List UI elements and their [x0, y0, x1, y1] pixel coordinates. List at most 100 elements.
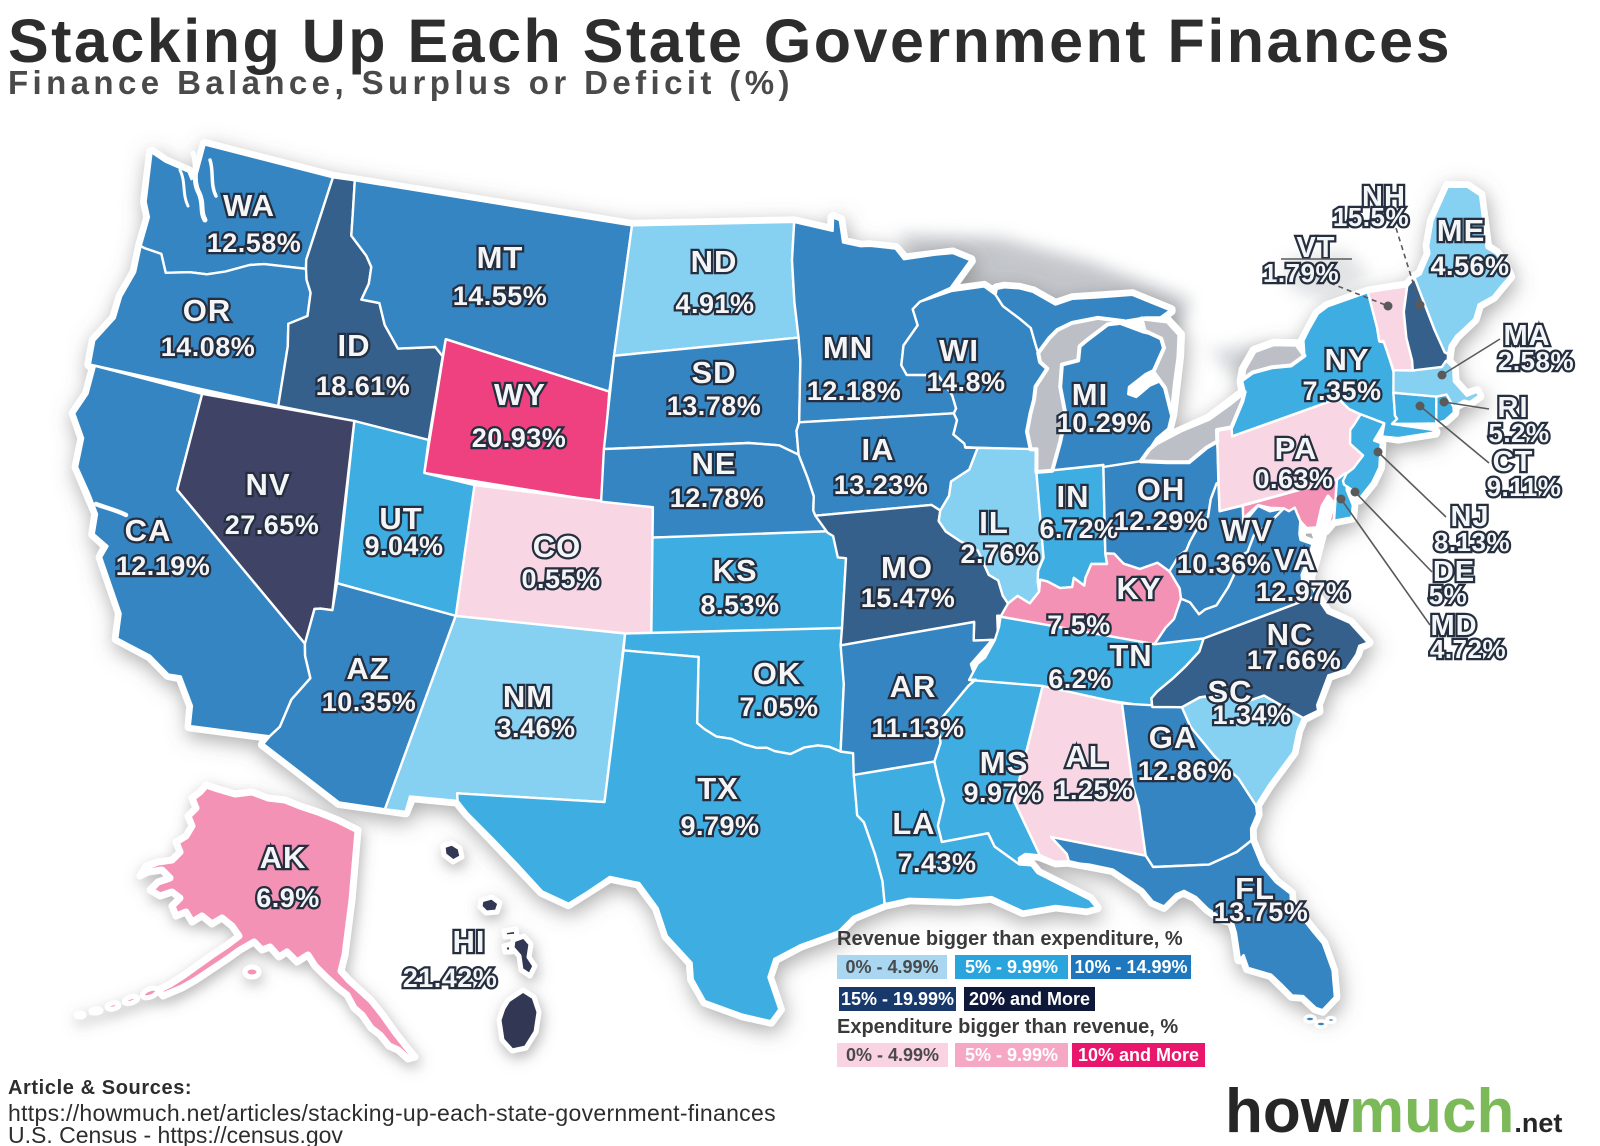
- svg-text:7.05%: 7.05%: [739, 692, 818, 722]
- svg-text:2.58%: 2.58%: [1498, 346, 1574, 376]
- svg-text:14.08%: 14.08%: [161, 332, 256, 362]
- svg-text:MA: MA: [1503, 320, 1550, 352]
- svg-text:13.23%: 13.23%: [834, 470, 929, 500]
- svg-text:MT: MT: [477, 240, 524, 275]
- svg-text:20% and More: 20% and More: [969, 989, 1090, 1009]
- svg-text:5%: 5%: [1429, 580, 1468, 610]
- svg-text:6.9%: 6.9%: [256, 883, 320, 913]
- svg-text:10% - 14.99%: 10% - 14.99%: [1074, 957, 1187, 977]
- svg-text:CT: CT: [1493, 446, 1534, 478]
- svg-text:9.04%: 9.04%: [364, 531, 443, 561]
- svg-text:4.72%: 4.72%: [1430, 634, 1506, 664]
- svg-text:20.93%: 20.93%: [472, 423, 567, 453]
- svg-text:NE: NE: [691, 446, 736, 481]
- svg-text:FL: FL: [1235, 871, 1275, 906]
- svg-text:AL: AL: [1065, 739, 1108, 774]
- svg-text:HI: HI: [453, 924, 486, 959]
- svg-text:DE: DE: [1433, 556, 1475, 588]
- svg-text:SC: SC: [1207, 674, 1252, 709]
- svg-text:10.29%: 10.29%: [1057, 408, 1152, 438]
- svg-text:13.75%: 13.75%: [1214, 897, 1309, 927]
- svg-text:OH: OH: [1137, 472, 1186, 507]
- svg-text:NC: NC: [1267, 617, 1314, 652]
- svg-text:1.34%: 1.34%: [1212, 700, 1291, 730]
- svg-text:12.29%: 12.29%: [1114, 506, 1209, 536]
- svg-text:NH: NH: [1362, 181, 1406, 213]
- svg-text:15% - 19.99%: 15% - 19.99%: [841, 989, 954, 1009]
- svg-text:AK: AK: [260, 840, 307, 875]
- svg-text:NM: NM: [503, 679, 553, 714]
- svg-text:14.55%: 14.55%: [453, 281, 548, 311]
- svg-text:IN: IN: [1057, 479, 1090, 514]
- svg-text:12.78%: 12.78%: [670, 483, 765, 513]
- svg-text:11.13%: 11.13%: [871, 713, 964, 743]
- svg-text:KY: KY: [1116, 571, 1161, 606]
- svg-text:ME: ME: [1437, 213, 1486, 248]
- svg-text:WY: WY: [494, 377, 546, 412]
- svg-text:LA: LA: [892, 806, 935, 841]
- svg-text:0.55%: 0.55%: [521, 564, 600, 594]
- svg-text:KS: KS: [712, 553, 757, 588]
- svg-text:UT: UT: [379, 501, 422, 536]
- svg-text:12.18%: 12.18%: [807, 376, 902, 406]
- svg-text:9.97%: 9.97%: [963, 778, 1042, 808]
- svg-text:AR: AR: [890, 669, 937, 704]
- svg-text:PA: PA: [1275, 431, 1318, 466]
- svg-text:OK: OK: [753, 656, 802, 691]
- svg-text:13.78%: 13.78%: [667, 391, 762, 421]
- svg-text:9.79%: 9.79%: [680, 811, 759, 841]
- svg-text:9.11%: 9.11%: [1487, 472, 1562, 502]
- svg-text:15.47%: 15.47%: [861, 583, 956, 613]
- svg-text:NV: NV: [245, 467, 290, 502]
- svg-text:0% - 4.99%: 0% - 4.99%: [846, 1045, 939, 1065]
- svg-text:MO: MO: [881, 550, 933, 585]
- svg-text:MN: MN: [823, 330, 873, 365]
- svg-text:6.2%: 6.2%: [1048, 664, 1112, 694]
- svg-text:7.35%: 7.35%: [1302, 376, 1381, 406]
- svg-text:12.58%: 12.58%: [207, 228, 302, 258]
- svg-text:1.79%: 1.79%: [1263, 258, 1339, 288]
- svg-text:5% - 9.99%: 5% - 9.99%: [965, 957, 1058, 977]
- svg-text:21.42%: 21.42%: [403, 963, 498, 993]
- svg-text:VA: VA: [1274, 542, 1317, 577]
- svg-text:8.53%: 8.53%: [700, 590, 779, 620]
- svg-text:NJ: NJ: [1450, 501, 1489, 533]
- svg-text:MD: MD: [1430, 610, 1477, 642]
- svg-text:ID: ID: [338, 328, 371, 363]
- svg-text:12.86%: 12.86%: [1138, 756, 1233, 786]
- svg-text:4.56%: 4.56%: [1430, 251, 1509, 281]
- svg-text:WV: WV: [1221, 513, 1273, 548]
- svg-text:7.43%: 7.43%: [897, 848, 976, 878]
- svg-text:WA: WA: [223, 188, 275, 223]
- svg-text:MI: MI: [1072, 377, 1108, 412]
- svg-text:0.63%: 0.63%: [1254, 464, 1333, 494]
- svg-text:RI: RI: [1498, 392, 1529, 424]
- svg-text:10% and More: 10% and More: [1078, 1045, 1199, 1065]
- svg-text:18.61%: 18.61%: [316, 371, 411, 401]
- svg-text:5.2%: 5.2%: [1488, 418, 1549, 448]
- svg-text:10.35%: 10.35%: [322, 687, 417, 717]
- svg-text:ND: ND: [691, 244, 738, 279]
- svg-text:IA: IA: [862, 432, 895, 467]
- svg-text:10.36%: 10.36%: [1177, 549, 1272, 579]
- svg-text:12.97%: 12.97%: [1256, 577, 1351, 607]
- svg-text:6.72%: 6.72%: [1039, 514, 1118, 544]
- svg-text:12.19%: 12.19%: [116, 551, 211, 581]
- svg-text:0% - 4.99%: 0% - 4.99%: [845, 957, 938, 977]
- svg-text:2.76%: 2.76%: [960, 539, 1039, 569]
- svg-text:Revenue bigger than expenditur: Revenue bigger than expenditure, %: [837, 928, 1183, 950]
- svg-text:AZ: AZ: [346, 651, 389, 686]
- svg-text:1.25%: 1.25%: [1054, 775, 1133, 805]
- svg-text:14.8%: 14.8%: [926, 367, 1005, 397]
- svg-text:Expenditure bigger than revenu: Expenditure bigger than revenue, %: [837, 1016, 1178, 1038]
- svg-text:OR: OR: [183, 293, 232, 328]
- svg-text:8.13%: 8.13%: [1434, 527, 1510, 557]
- svg-text:7.5%: 7.5%: [1047, 610, 1111, 640]
- svg-text:NY: NY: [1324, 342, 1369, 377]
- svg-text:WI: WI: [939, 333, 979, 368]
- svg-text:27.65%: 27.65%: [225, 510, 320, 540]
- svg-text:SD: SD: [691, 355, 736, 390]
- svg-text:TX: TX: [697, 771, 739, 806]
- svg-text:CO: CO: [533, 529, 582, 564]
- svg-text:5% - 9.99%: 5% - 9.99%: [965, 1045, 1058, 1065]
